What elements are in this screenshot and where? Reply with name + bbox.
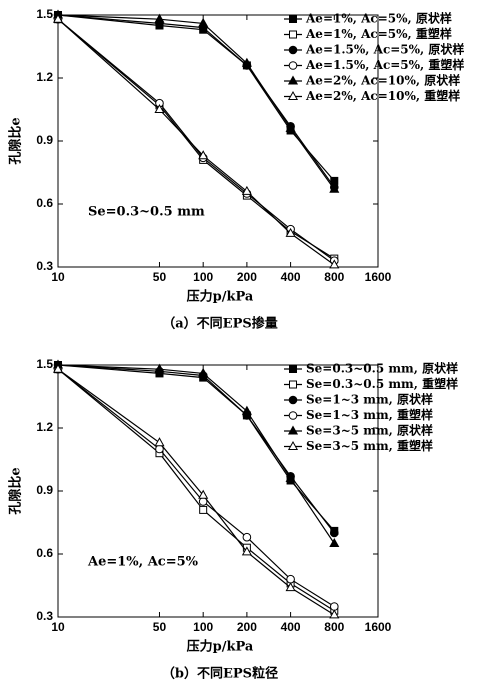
legend-label: Se=1~3 mm, 原状样 xyxy=(306,392,433,407)
marker xyxy=(289,380,297,389)
x-tick-label: 50 xyxy=(153,270,167,284)
legend-label: Ae=1.5%, Ac=5%, 重塑样 xyxy=(305,57,464,72)
x-tick-label: 800 xyxy=(324,620,344,634)
x-tick-label: 800 xyxy=(324,270,344,284)
marker xyxy=(286,574,295,584)
marker xyxy=(329,183,340,193)
legend-label: Se=1~3 mm, 重塑样 xyxy=(306,407,433,422)
x-axis-label: 压力p/kPa xyxy=(187,289,254,305)
series-line xyxy=(57,368,335,612)
x-tick-label: 200 xyxy=(237,270,257,284)
marker xyxy=(285,122,296,132)
marker xyxy=(288,411,298,420)
marker xyxy=(288,395,298,405)
series-line xyxy=(57,14,335,190)
marker xyxy=(287,440,299,450)
caption: （a）不同EPS掺量 xyxy=(162,316,278,332)
marker xyxy=(198,489,209,499)
y-tick-label: 1.2 xyxy=(36,420,53,434)
legend-label: Ae=1%, Ac=5%, 重塑样 xyxy=(305,26,452,41)
x-tick-label: 400 xyxy=(281,620,301,634)
caption: （b）不同EPS粒径 xyxy=(162,666,278,682)
marker xyxy=(285,227,296,237)
legend-label: Ae=2%, Ac=10%, 重塑样 xyxy=(305,88,460,103)
marker xyxy=(241,546,252,556)
marker xyxy=(241,57,252,67)
marker xyxy=(289,30,297,39)
marker xyxy=(329,602,339,611)
marker xyxy=(285,582,296,592)
marker xyxy=(198,150,209,160)
annotation: Ae=1%, Ac=5% xyxy=(87,555,199,570)
marker xyxy=(287,90,299,100)
marker xyxy=(329,259,340,269)
y-tick-label: 0.3 xyxy=(36,259,53,273)
x-tick-label: 400 xyxy=(281,270,301,284)
marker xyxy=(288,61,298,70)
marker xyxy=(198,17,209,27)
marker xyxy=(242,532,252,542)
legend-label: Ae=1.5%, Ac=5%, 原状样 xyxy=(305,42,464,57)
marker xyxy=(287,425,299,435)
marker xyxy=(154,437,165,447)
x-tick-label: 100 xyxy=(193,270,213,284)
x-tick-label: 10 xyxy=(51,270,65,284)
series-line xyxy=(57,368,335,616)
marker xyxy=(154,363,165,373)
x-axis-label: 压力p/kPa xyxy=(187,639,254,655)
marker xyxy=(285,472,296,482)
legend-label: Se=0.3~0.5 mm, 原状样 xyxy=(306,361,458,376)
y-axis-label: 孔隙比e xyxy=(8,117,24,164)
marker xyxy=(241,185,252,195)
legend-label: Se=3~5 mm, 重塑样 xyxy=(306,438,433,453)
y-tick-label: 1.5 xyxy=(36,357,53,371)
marker xyxy=(289,365,297,373)
y-axis-label: 孔隙比e xyxy=(8,467,24,514)
series-line xyxy=(57,18,335,266)
series-line xyxy=(57,364,335,534)
marker xyxy=(329,609,340,619)
marker xyxy=(288,45,298,55)
marker xyxy=(198,367,209,377)
marker xyxy=(329,528,339,538)
series-line xyxy=(57,14,335,188)
x-tick-label: 10 xyxy=(51,620,65,634)
series-line xyxy=(57,364,335,544)
x-tick-label: 100 xyxy=(193,620,213,634)
marker xyxy=(289,15,297,23)
marker xyxy=(241,405,252,415)
y-tick-label: 1.2 xyxy=(36,70,53,84)
legend-label: Se=3~5 mm, 原状样 xyxy=(306,423,433,438)
x-tick-label: 200 xyxy=(237,620,257,634)
marker xyxy=(52,13,64,23)
y-tick-label: 0.9 xyxy=(36,483,53,497)
legend-label: Se=0.3~0.5 mm, 重塑样 xyxy=(306,376,458,391)
y-tick-label: 1.5 xyxy=(36,7,53,21)
legend-label: Ae=1%, Ac=5%, 原状样 xyxy=(305,11,452,26)
marker xyxy=(329,537,340,547)
series-line xyxy=(57,18,335,262)
y-tick-label: 0.3 xyxy=(36,609,53,623)
series-line xyxy=(57,368,335,608)
marker xyxy=(154,13,165,23)
annotation: Se=0.3~0.5 mm xyxy=(88,205,205,220)
series-line xyxy=(57,18,335,260)
marker xyxy=(287,75,299,85)
y-tick-label: 0.6 xyxy=(36,546,53,560)
marker xyxy=(52,363,64,373)
y-tick-label: 0.9 xyxy=(36,133,53,147)
marker xyxy=(199,505,208,514)
x-tick-label: 50 xyxy=(153,620,167,634)
marker xyxy=(154,103,165,113)
x-tick-label: 1600 xyxy=(365,620,392,634)
x-tick-label: 1600 xyxy=(365,270,392,284)
legend-label: Ae=2%, Ac=10%, 原状样 xyxy=(305,73,460,88)
y-tick-label: 0.6 xyxy=(36,196,53,210)
